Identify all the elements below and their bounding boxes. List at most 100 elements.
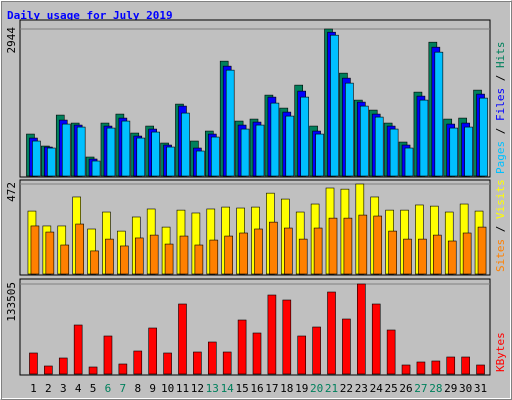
y-tick-label: 2944 — [5, 27, 18, 54]
bar — [136, 137, 146, 177]
x-tick-label: 15 — [235, 382, 248, 395]
x-tick-label: 29 — [444, 382, 457, 395]
bar — [270, 102, 280, 177]
bar — [225, 69, 235, 177]
x-tick-label: 28 — [429, 382, 442, 395]
bar — [252, 332, 262, 375]
bar — [373, 215, 383, 275]
bar — [166, 146, 175, 177]
bar — [285, 115, 295, 177]
bar — [224, 235, 233, 275]
bar — [419, 99, 429, 177]
legend-separator: / — [494, 219, 507, 239]
y-tick-label: 133505 — [5, 282, 18, 322]
bar — [179, 235, 189, 275]
bar — [148, 327, 157, 375]
legend-entry: Pages — [494, 141, 507, 174]
bar — [32, 140, 41, 177]
bar — [343, 217, 353, 275]
bar — [44, 365, 53, 375]
x-tick-label: 6 — [105, 382, 112, 395]
x-tick-label: 9 — [149, 382, 156, 395]
bar — [401, 364, 411, 375]
x-tick-label: 22 — [340, 382, 353, 395]
bar — [345, 82, 354, 177]
bar — [476, 364, 485, 375]
bar — [462, 232, 472, 275]
y-tick-label: 472 — [5, 182, 18, 202]
bar — [118, 363, 128, 375]
x-tick-label: 23 — [355, 382, 368, 395]
x-tick-label: 21 — [325, 382, 338, 395]
bar — [446, 356, 456, 375]
x-tick-label: 8 — [134, 382, 141, 395]
x-tick-label: 26 — [399, 382, 412, 395]
bar — [133, 350, 143, 375]
bar — [120, 245, 129, 275]
x-tick-label: 12 — [191, 382, 204, 395]
bar — [58, 357, 68, 375]
bar — [61, 123, 71, 177]
x-tick-label: 1 — [30, 382, 37, 395]
x-tick-label: 27 — [414, 382, 427, 395]
x-tick-label: 25 — [385, 382, 398, 395]
bar — [45, 231, 55, 275]
bar — [121, 120, 131, 177]
x-tick-label: 3 — [60, 382, 67, 395]
bar — [134, 237, 144, 275]
bar — [196, 150, 205, 177]
x-tick-label: 17 — [265, 382, 278, 395]
bar — [103, 335, 113, 375]
x-tick-label: 7 — [120, 382, 127, 395]
bar — [479, 97, 488, 177]
legend-entry: Sites — [494, 239, 507, 272]
bar — [90, 250, 99, 275]
x-tick-label: 31 — [474, 382, 487, 395]
legend: KBytes — [494, 332, 507, 372]
bar — [315, 133, 324, 177]
bar — [73, 324, 83, 375]
bar — [29, 352, 38, 375]
bar — [313, 227, 323, 275]
bar — [312, 326, 321, 375]
x-tick-label: 10 — [161, 382, 174, 395]
x-tick-label: 30 — [459, 382, 472, 395]
bar — [298, 238, 308, 275]
x-tick-label: 14 — [221, 382, 235, 395]
bar — [269, 221, 278, 275]
x-tick-label: 24 — [370, 382, 384, 395]
bar — [357, 283, 366, 375]
bar — [222, 351, 232, 375]
bar — [330, 34, 339, 177]
bar — [418, 238, 427, 275]
bar — [60, 244, 70, 275]
x-tick-label: 16 — [250, 382, 263, 395]
bar — [105, 238, 114, 275]
bar — [210, 136, 220, 177]
legend: Sites / Visits — [494, 179, 507, 272]
bar — [327, 291, 336, 375]
bar — [30, 225, 40, 275]
bar — [194, 244, 204, 275]
bar — [193, 351, 202, 375]
bar — [240, 128, 250, 177]
bar — [207, 341, 217, 375]
bar — [267, 294, 277, 375]
bar — [447, 240, 457, 275]
bar — [389, 128, 399, 177]
bar — [254, 228, 263, 275]
bar — [449, 127, 459, 177]
legend-entry: Hits — [494, 42, 507, 69]
bar — [434, 51, 444, 177]
bar — [47, 147, 56, 177]
bar — [106, 127, 116, 177]
legend-separator: / — [494, 121, 507, 141]
bar — [386, 329, 396, 375]
bar — [416, 361, 426, 375]
x-tick-label: 5 — [90, 382, 97, 395]
chart-title: Daily usage for July 2019 — [7, 9, 173, 22]
bar — [91, 160, 101, 177]
